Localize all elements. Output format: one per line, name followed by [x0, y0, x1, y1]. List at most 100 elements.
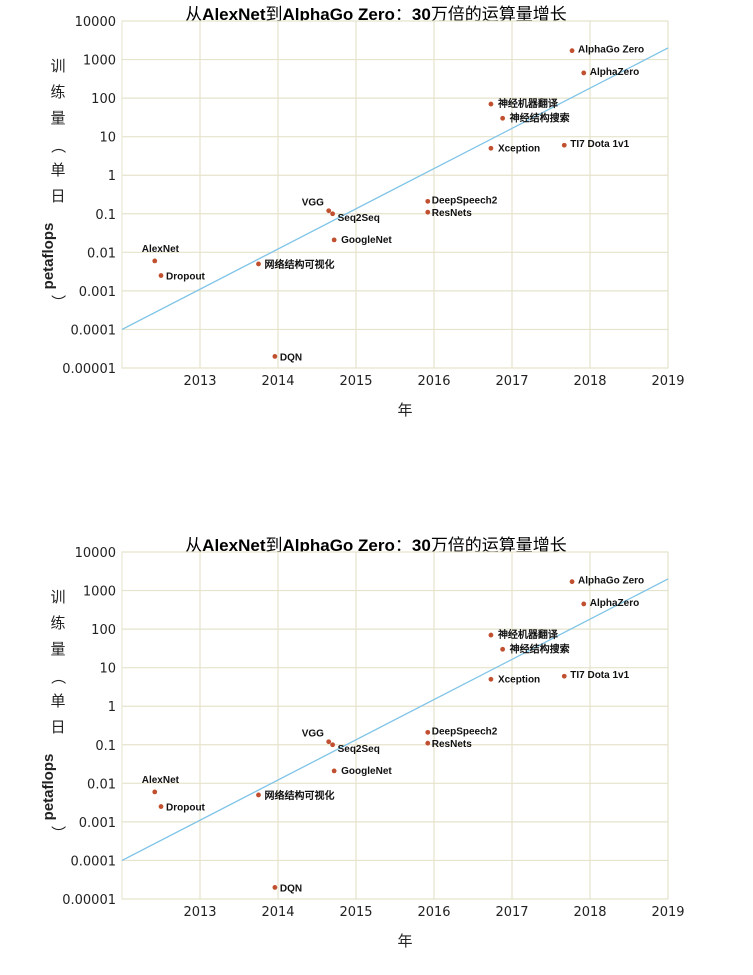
chart-panel-2: 从AlexNet到AlphaGo Zero：30万倍的运算量增长10000100… — [40, 536, 685, 950]
svg-text:日: 日 — [50, 718, 65, 736]
data-label: GoogleNet — [341, 235, 392, 246]
data-label: TI7 Dota 1v1 — [570, 670, 629, 681]
data-point — [331, 237, 337, 243]
svg-text:（: （ — [49, 138, 67, 153]
data-label: VGG — [302, 729, 324, 740]
svg-text:量: 量 — [50, 109, 65, 127]
x-tick-label: 2018 — [573, 905, 606, 920]
x-tick-label: 2016 — [417, 905, 450, 920]
y-tick-label: 100 — [91, 623, 116, 638]
svg-text:（: （ — [49, 669, 67, 684]
svg-text:单: 单 — [50, 692, 65, 710]
data-label: AlphaZero — [590, 598, 639, 609]
svg-text:petaflops: petaflops — [40, 754, 57, 821]
data-point — [158, 804, 164, 809]
data-label: Dropout — [166, 803, 206, 814]
data-point — [425, 198, 431, 204]
y-axis-label: 训练量 （ 单日 petaflops ） — [40, 57, 67, 310]
svg-text:量: 量 — [50, 640, 65, 658]
data-label: ResNets — [432, 208, 472, 219]
data-label: Seq2Seq — [338, 744, 380, 755]
data-point — [425, 729, 431, 735]
data-label: TI7 Dota 1v1 — [570, 139, 629, 150]
y-tick-label: 1 — [108, 169, 116, 184]
x-tick-label: 2017 — [495, 905, 528, 920]
x-tick-label: 2019 — [651, 374, 684, 389]
plot-area — [121, 20, 669, 369]
x-tick-label: 2014 — [261, 905, 294, 920]
data-label: GoogleNet — [341, 766, 392, 777]
plot-area — [121, 551, 669, 900]
data-point — [561, 142, 567, 148]
data-point — [272, 353, 278, 359]
data-point — [488, 632, 494, 638]
data-point — [152, 258, 158, 264]
chart-title: 从AlexNet到AlphaGo Zero：30万倍的运算量增长 — [185, 5, 567, 25]
svg-text:练: 练 — [50, 83, 65, 101]
data-point — [488, 101, 494, 107]
svg-text:日: 日 — [50, 187, 65, 205]
data-point — [569, 579, 575, 585]
data-label: 神经结构搜索 — [510, 111, 570, 124]
y-tick-label: 10000 — [75, 15, 116, 30]
chart-panel-1: 从AlexNet到AlphaGo Zero：30万倍的运算量增长10000100… — [40, 5, 685, 419]
svg-text:训: 训 — [50, 588, 65, 606]
svg-text:）: ） — [49, 825, 67, 840]
data-label: AlexNet — [142, 244, 180, 255]
y-tick-label: 0.001 — [79, 816, 116, 831]
data-point — [330, 742, 335, 748]
x-tick-label: 2013 — [183, 905, 216, 920]
y-tick-label: 0.00001 — [62, 893, 116, 908]
data-point — [256, 261, 261, 267]
data-point — [425, 209, 431, 215]
data-label: 网络结构可视化 — [265, 789, 335, 802]
y-tick-label: 1000 — [83, 54, 116, 69]
data-label: DeepSpeech2 — [432, 726, 498, 737]
y-tick-label: 0.1 — [95, 208, 116, 223]
y-tick-label: 0.00001 — [62, 362, 116, 377]
svg-text:单: 单 — [50, 161, 65, 179]
x-tick-label: 2018 — [573, 374, 606, 389]
x-axis-label: 年 — [397, 932, 412, 950]
trend-line — [121, 47, 669, 331]
data-point — [326, 208, 332, 214]
data-label: 神经机器翻译 — [498, 97, 559, 110]
y-tick-label: 10 — [99, 662, 116, 677]
y-tick-label: 0.01 — [87, 777, 116, 792]
data-label: AlphaGo Zero — [578, 576, 644, 587]
data-point — [488, 145, 494, 151]
svg-text:训: 训 — [50, 57, 65, 75]
data-label: AlphaGo Zero — [578, 45, 644, 56]
x-axis-label: 年 — [397, 401, 412, 419]
y-tick-label: 100 — [91, 92, 116, 107]
data-label: 神经结构搜索 — [510, 642, 570, 655]
data-point — [326, 739, 332, 745]
data-point — [425, 740, 431, 746]
data-label: AlphaZero — [590, 67, 639, 78]
data-label: Dropout — [166, 272, 206, 283]
data-point — [581, 70, 587, 76]
data-point — [272, 884, 278, 890]
y-tick-label: 10 — [99, 131, 116, 146]
data-point — [158, 273, 164, 278]
y-tick-label: 10000 — [75, 546, 116, 561]
data-point — [488, 676, 494, 682]
y-tick-label: 0.0001 — [71, 323, 117, 338]
data-label: Xception — [498, 674, 540, 685]
x-tick-label: 2019 — [651, 905, 684, 920]
data-point — [569, 48, 575, 54]
chart-title: 从AlexNet到AlphaGo Zero：30万倍的运算量增长 — [185, 536, 567, 556]
y-tick-label: 1000 — [83, 585, 116, 600]
data-point — [256, 792, 261, 798]
data-point — [331, 768, 337, 774]
data-point — [500, 646, 506, 652]
data-label: VGG — [302, 198, 324, 209]
y-tick-label: 0.1 — [95, 739, 116, 754]
x-tick-label: 2014 — [261, 374, 294, 389]
svg-text:练: 练 — [50, 614, 65, 632]
y-tick-label: 0.01 — [87, 246, 116, 261]
data-label: DQN — [280, 352, 302, 363]
x-tick-label: 2015 — [339, 905, 372, 920]
trend-line — [121, 578, 669, 862]
